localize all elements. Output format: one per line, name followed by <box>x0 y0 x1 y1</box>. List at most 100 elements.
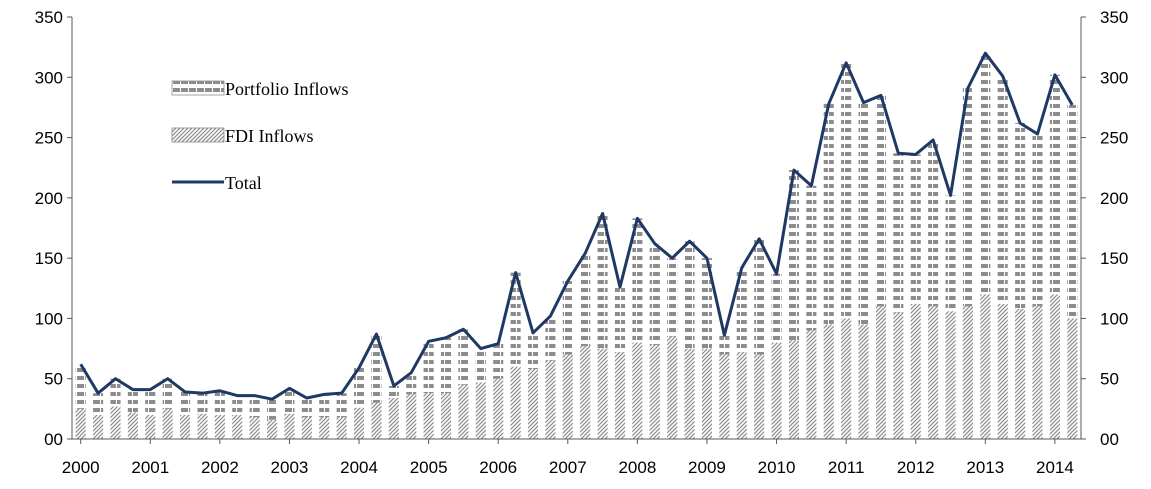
bar-fdi <box>597 348 608 439</box>
bar-fdi <box>997 303 1008 439</box>
bar-fdi <box>858 324 869 439</box>
right-axis: 00 50 100 150 200 250 300 350 <box>1080 8 1128 449</box>
x-tick-label: 2000 <box>62 458 100 477</box>
x-tick-label: 2005 <box>410 458 448 477</box>
bar-portfolio <box>75 364 86 409</box>
bar-portfolio <box>858 102 869 325</box>
bar-fdi <box>527 369 539 439</box>
bar-fdi <box>1049 294 1060 439</box>
bar-portfolio <box>406 372 417 395</box>
bar-fdi <box>649 344 660 439</box>
bar-portfolio <box>197 393 208 414</box>
x-tick-label: 2001 <box>131 458 169 477</box>
left-tick-label: 350 <box>35 8 63 27</box>
left-ticks: 00 50 100 150 200 250 300 350 <box>35 8 72 449</box>
bar-portfolio <box>875 95 886 307</box>
bar-portfolio <box>910 154 921 304</box>
x-tick-label: 2008 <box>618 458 656 477</box>
bar-fdi <box>145 414 156 439</box>
bar-fdi <box>475 382 486 439</box>
bar-fdi <box>1032 306 1043 439</box>
bar-fdi <box>841 318 852 439</box>
bar-portfolio <box>336 393 347 418</box>
plot-area <box>75 51 1078 439</box>
bar-portfolio <box>1015 123 1026 309</box>
bar-fdi <box>93 414 104 439</box>
bar-portfolio <box>893 153 904 313</box>
left-tick-label: 200 <box>35 189 63 208</box>
bar-portfolio <box>145 389 156 415</box>
x-tick-label: 2007 <box>549 458 587 477</box>
bar-portfolio <box>388 385 399 399</box>
bar-fdi <box>267 419 278 439</box>
right-tick-label: 00 <box>1100 430 1119 449</box>
bar-portfolio <box>754 238 765 355</box>
right-tick-label: 50 <box>1100 370 1119 389</box>
bar-fdi <box>423 393 434 439</box>
bar-portfolio <box>440 337 452 394</box>
bar-fdi <box>232 414 243 439</box>
bar-portfolio <box>841 62 852 319</box>
x-tick-label: 2014 <box>1036 458 1074 477</box>
bar-fdi <box>249 417 260 439</box>
right-tick-label: 150 <box>1100 249 1128 268</box>
bar-fdi <box>736 352 747 439</box>
total-line <box>79 51 1074 401</box>
bar-portfolio <box>180 391 191 415</box>
bar-portfolio <box>545 316 556 361</box>
bar-portfolio <box>319 394 330 418</box>
right-tick-label: 250 <box>1100 129 1128 148</box>
bar-fdi <box>353 407 365 439</box>
bar-fdi <box>336 417 347 439</box>
bar-portfolio <box>232 395 243 415</box>
bar-portfolio <box>823 103 834 325</box>
bar-fdi <box>180 414 191 439</box>
x-tick-label: 2003 <box>271 458 309 477</box>
bar-portfolio <box>597 213 608 349</box>
bar-fdi <box>1015 308 1026 439</box>
bar-fdi <box>562 354 573 439</box>
bar-fdi <box>493 378 504 439</box>
bar-portfolio <box>945 195 956 312</box>
bar-fdi <box>301 417 312 439</box>
x-tick-label: 2009 <box>688 458 726 477</box>
bar-fdi <box>284 413 295 439</box>
bar-fdi <box>319 417 330 439</box>
bar-fdi <box>823 324 834 439</box>
left-tick-label: 50 <box>44 370 63 389</box>
legend-swatch-fdi <box>171 127 225 143</box>
bar-fdi <box>406 394 417 439</box>
bar-fdi <box>440 393 452 439</box>
bar-portfolio <box>980 53 991 295</box>
bar-fdi <box>701 348 713 439</box>
bar-portfolio <box>249 395 260 418</box>
bar-portfolio <box>684 241 695 349</box>
bar-portfolio <box>301 398 312 418</box>
bar-portfolio <box>701 258 713 349</box>
legend-item-total: Total <box>172 173 262 193</box>
bar-portfolio <box>632 218 643 343</box>
bar-portfolio <box>1049 74 1060 295</box>
bar-fdi <box>754 354 765 439</box>
legend-label-portfolio: Portfolio Inflows <box>225 79 349 99</box>
bar-fdi <box>771 342 782 439</box>
bar-portfolio <box>736 267 747 353</box>
x-tick-label: 2002 <box>201 458 239 477</box>
bar-portfolio <box>962 88 973 307</box>
legend-swatch-portfolio <box>171 80 225 96</box>
bar-fdi <box>110 406 121 439</box>
bar-portfolio <box>1067 105 1078 319</box>
bar-fdi <box>371 402 382 439</box>
bar-fdi <box>788 340 800 439</box>
bar-portfolio <box>475 348 486 383</box>
left-tick-label: 00 <box>44 430 63 449</box>
bar-fdi <box>910 303 921 439</box>
bar-fdi <box>545 360 556 439</box>
legend-item-portfolio: Portfolio Inflows <box>171 79 349 99</box>
bar-portfolio <box>93 393 104 415</box>
bar-portfolio <box>649 243 660 345</box>
bar-portfolio <box>127 389 138 413</box>
bar-portfolio <box>284 388 295 414</box>
bar-portfolio <box>667 258 678 337</box>
